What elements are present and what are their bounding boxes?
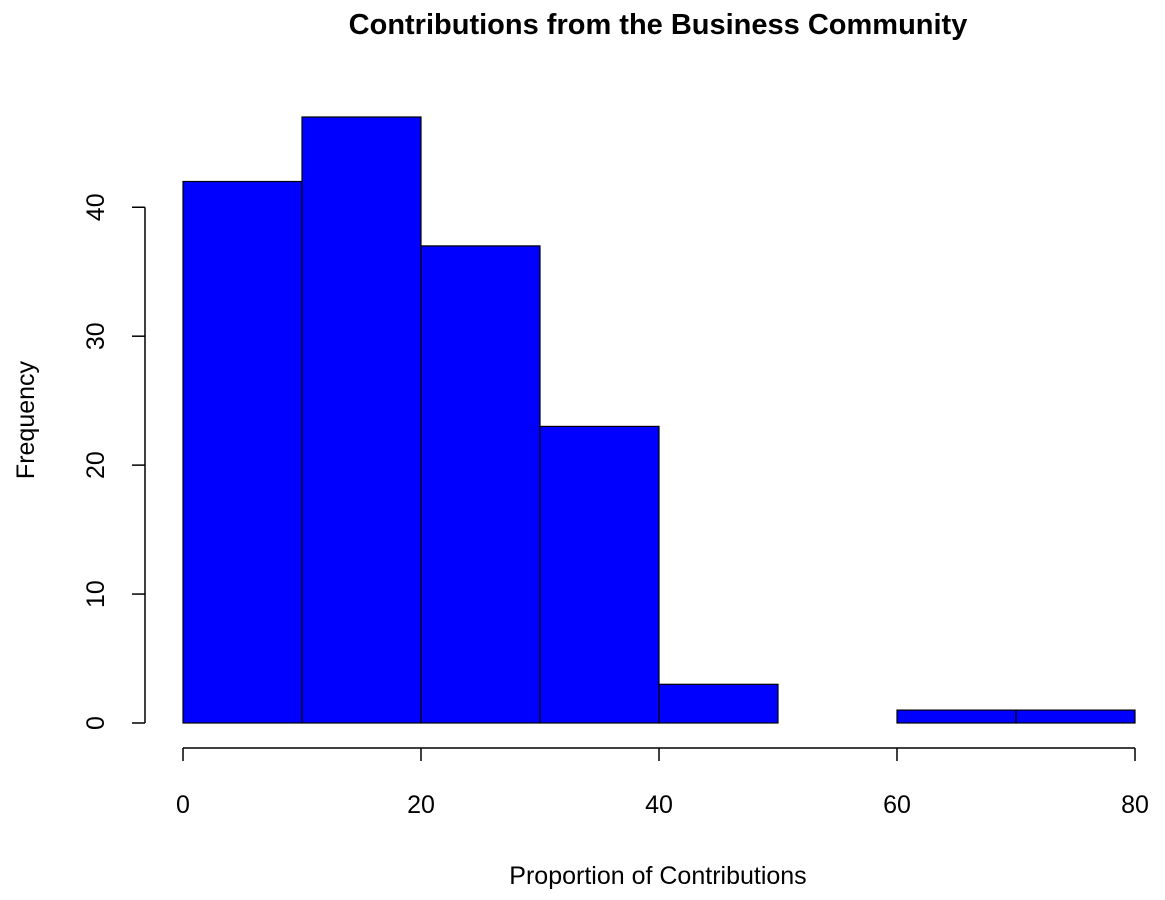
histogram-bar [301, 116, 422, 724]
bars-layer [182, 116, 1136, 724]
x-axis-label: Proportion of Contributions [509, 862, 806, 890]
x-tick-label: 80 [1121, 791, 1149, 819]
x-tick-label: 60 [883, 791, 911, 819]
histogram-bar [896, 709, 1017, 724]
y-axis-label: Frequency [12, 360, 40, 479]
y-axis: 0 10 20 30 40 [82, 193, 146, 730]
histogram-bar [420, 245, 541, 724]
histogram-bar [1015, 709, 1136, 724]
y-tick-label: 10 [82, 580, 110, 608]
chart-title: Contributions from the Business Communit… [349, 9, 968, 41]
x-tick-label: 20 [407, 791, 435, 819]
x-axis: 0 20 40 60 80 [176, 747, 1149, 819]
histogram-bar [539, 425, 660, 724]
y-tick-label: 0 [82, 716, 110, 730]
x-tick-label: 0 [176, 791, 190, 819]
x-tick-label: 40 [645, 791, 673, 819]
y-tick-label: 30 [82, 322, 110, 350]
histogram-bar [182, 180, 303, 724]
y-tick-label: 20 [82, 451, 110, 479]
y-tick-label: 40 [82, 193, 110, 221]
histogram-bar [658, 683, 779, 724]
